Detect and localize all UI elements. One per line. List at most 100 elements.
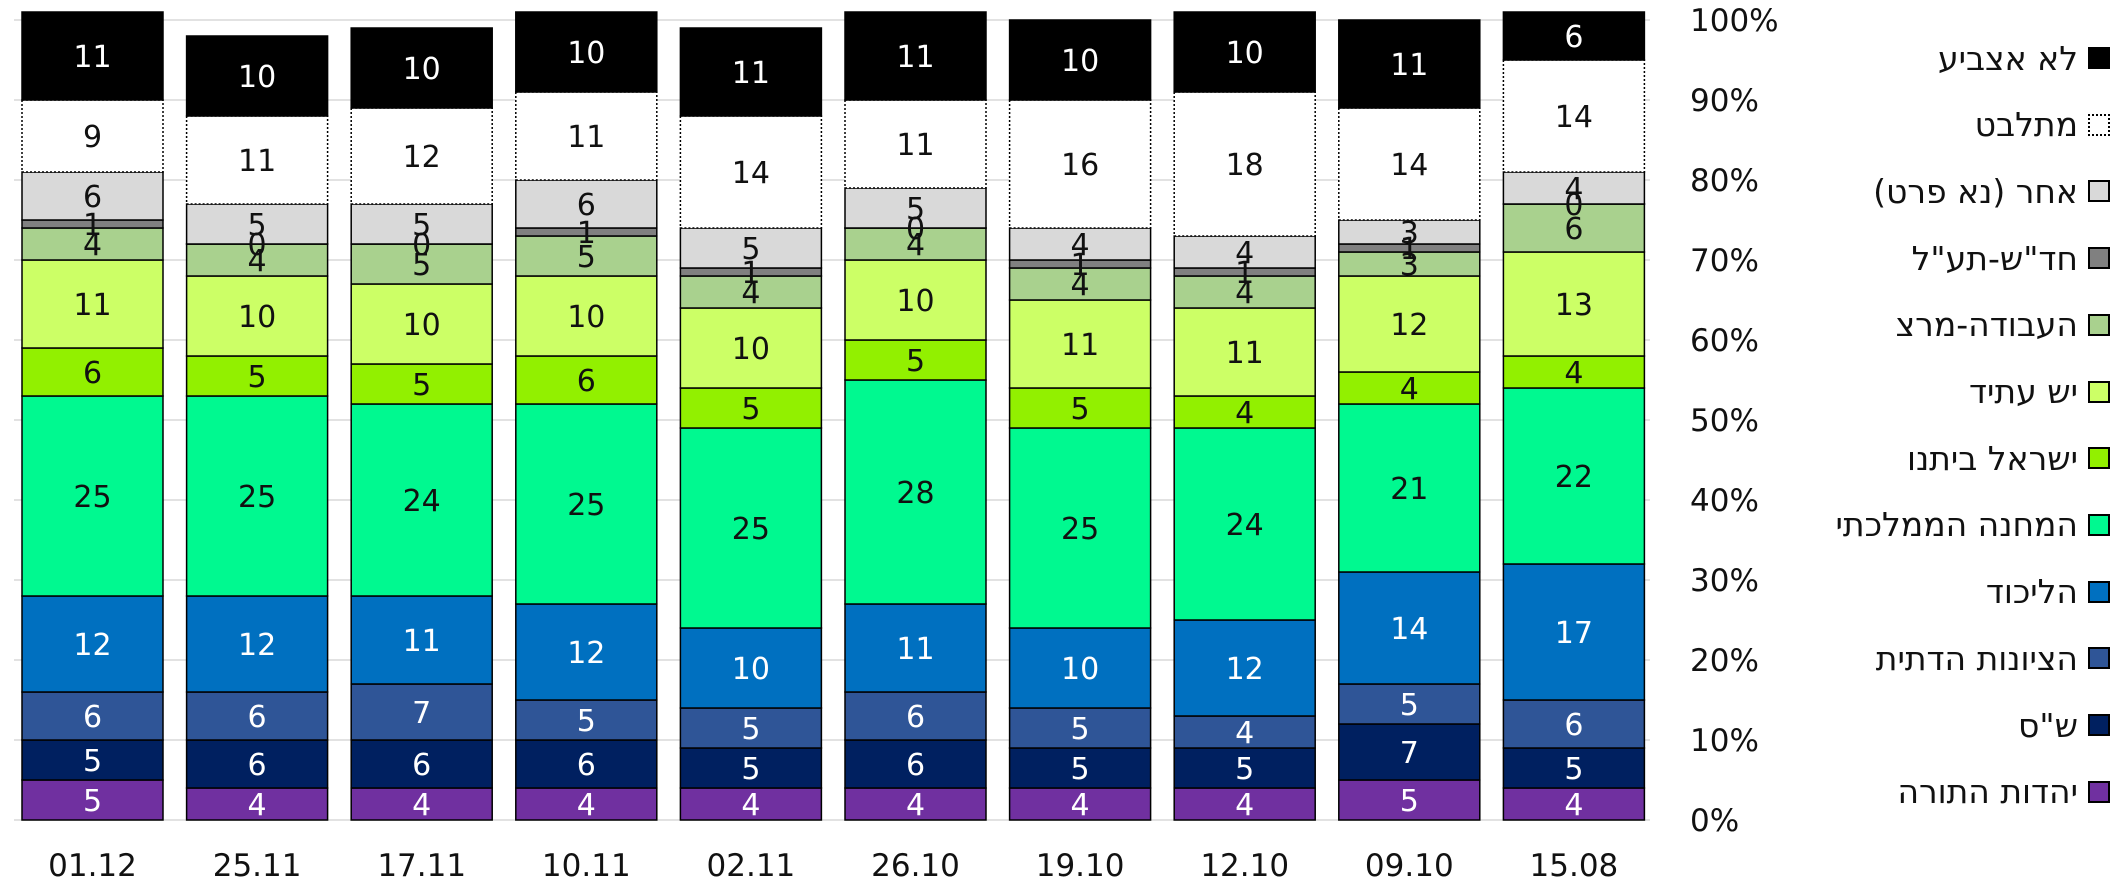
data-label: 0 xyxy=(1564,188,1583,223)
x-tick-label: 10.11 xyxy=(542,848,631,884)
bar-segment xyxy=(515,603,658,701)
bar-segment xyxy=(1502,171,1646,205)
legend-label: אחר (נא פרט) xyxy=(1873,171,2078,211)
data-label: 9 xyxy=(83,120,102,155)
x-axis: 01.12 25.11 17.11 10.11 02.11 26.10 19.10 12.10… xyxy=(48,848,1618,884)
data-label: 6 xyxy=(248,700,267,735)
bar-segment xyxy=(1008,387,1152,429)
data-label: 4 xyxy=(741,276,760,311)
legend-swatch xyxy=(2088,647,2110,670)
bar-segment xyxy=(1502,11,1646,61)
data-label: 0 xyxy=(248,228,267,263)
data-label: 4 xyxy=(248,788,267,823)
x-tick-label: 15.08 xyxy=(1530,848,1619,884)
data-label: 6 xyxy=(906,700,925,735)
data-label: 6 xyxy=(906,748,925,783)
data-label: 6 xyxy=(577,748,596,783)
data-label: 4 xyxy=(906,788,925,823)
legend-item: הליכוד xyxy=(1986,572,2110,612)
x-tick-label: 09.10 xyxy=(1365,848,1454,884)
data-label: 5 xyxy=(741,232,760,267)
bar-segment xyxy=(21,779,164,821)
data-label: 11 xyxy=(1390,48,1428,83)
data-label: 25 xyxy=(238,480,276,515)
data-label: 5 xyxy=(577,240,596,275)
bar-segment xyxy=(679,307,823,389)
bar-segment xyxy=(679,275,823,309)
data-label: 5 xyxy=(412,208,431,243)
legend-label: העבודה-מרצ xyxy=(1895,305,2078,345)
bar-segment xyxy=(21,595,164,693)
data-label: 5 xyxy=(83,784,102,819)
bars xyxy=(21,11,1646,821)
bar-segment xyxy=(1502,787,1646,821)
bar-segment xyxy=(1008,99,1152,229)
bar-segment xyxy=(1008,267,1152,301)
legend-swatch xyxy=(2088,513,2110,536)
bar-segment xyxy=(185,355,329,397)
legend-item: ש"ס xyxy=(2018,705,2110,745)
bar-segment xyxy=(185,787,329,821)
data-label: 6 xyxy=(577,188,596,223)
bar-segment xyxy=(515,91,658,181)
data-label: 5 xyxy=(83,744,102,779)
legend-label: הציונות הדתית xyxy=(1875,638,2078,678)
bar-segment xyxy=(679,627,823,709)
y-tick-label: 90% xyxy=(1690,83,1759,119)
legend-swatch xyxy=(2088,113,2110,136)
data-label: 10 xyxy=(567,300,605,335)
data-label: 4 xyxy=(1235,716,1254,751)
bar-segment xyxy=(350,403,493,597)
data-label: 12 xyxy=(403,140,441,175)
bar-segment xyxy=(1173,427,1316,621)
data-label: 5 xyxy=(741,392,760,427)
legend-label: המחנה הממלכתי xyxy=(1835,505,2078,545)
bar-segment xyxy=(1502,59,1646,173)
bar-segment xyxy=(185,35,329,117)
data-label: 22 xyxy=(1555,460,1593,495)
data-label: 5 xyxy=(1071,392,1090,427)
legend-label: הליכוד xyxy=(1985,572,2078,612)
data-label: 4 xyxy=(83,228,102,263)
bar-segment xyxy=(1502,387,1646,565)
legend-label: יהדות התורה xyxy=(1897,772,2078,812)
bar-segment xyxy=(350,283,493,365)
legend-item: לא אצביע xyxy=(1938,38,2110,78)
data-label: 12 xyxy=(73,628,111,663)
data-label: 11 xyxy=(238,144,276,179)
data-label: 5 xyxy=(906,192,925,227)
bar-segment xyxy=(844,739,987,789)
bar-segment xyxy=(515,11,658,93)
legend-label: מתלבט xyxy=(1974,105,2078,145)
bar-segment xyxy=(844,259,987,341)
bar-segment xyxy=(1173,787,1316,821)
data-label: 4 xyxy=(1235,396,1254,431)
legend-swatch xyxy=(2088,47,2110,69)
data-label: 11 xyxy=(567,120,605,155)
data-label: 11 xyxy=(1226,336,1264,371)
legend-swatch xyxy=(2088,313,2110,336)
bar-segment xyxy=(515,235,658,277)
data-labels: 5561225611416911466122551040511104671124… xyxy=(73,20,1593,823)
data-label: 5 xyxy=(1400,688,1419,723)
data-label: 5 xyxy=(1235,752,1254,787)
bar-segment xyxy=(1338,779,1481,821)
bar-segment xyxy=(1502,203,1646,253)
data-label: 11 xyxy=(896,40,934,75)
data-label: 1 xyxy=(1400,232,1419,267)
x-tick-label: 19.10 xyxy=(1036,848,1125,884)
data-label: 4 xyxy=(741,788,760,823)
data-label: 16 xyxy=(1061,148,1099,183)
legend-item: יהדות התורה xyxy=(1897,772,2110,812)
bar-segment xyxy=(1173,275,1316,309)
data-label: 6 xyxy=(83,700,102,735)
data-label: 10 xyxy=(238,60,276,95)
bar-segment xyxy=(1173,11,1316,93)
legend-item: המחנה הממלכתי xyxy=(1836,505,2110,545)
bar-segment xyxy=(515,403,658,605)
bar-segment xyxy=(1008,747,1152,789)
bar-segment xyxy=(1173,747,1316,789)
y-axis: 0% 10% 20% 30% 40% 50% 60% 70% 80% 90% 100% xyxy=(1690,3,1779,839)
bar-segment xyxy=(1008,707,1152,749)
